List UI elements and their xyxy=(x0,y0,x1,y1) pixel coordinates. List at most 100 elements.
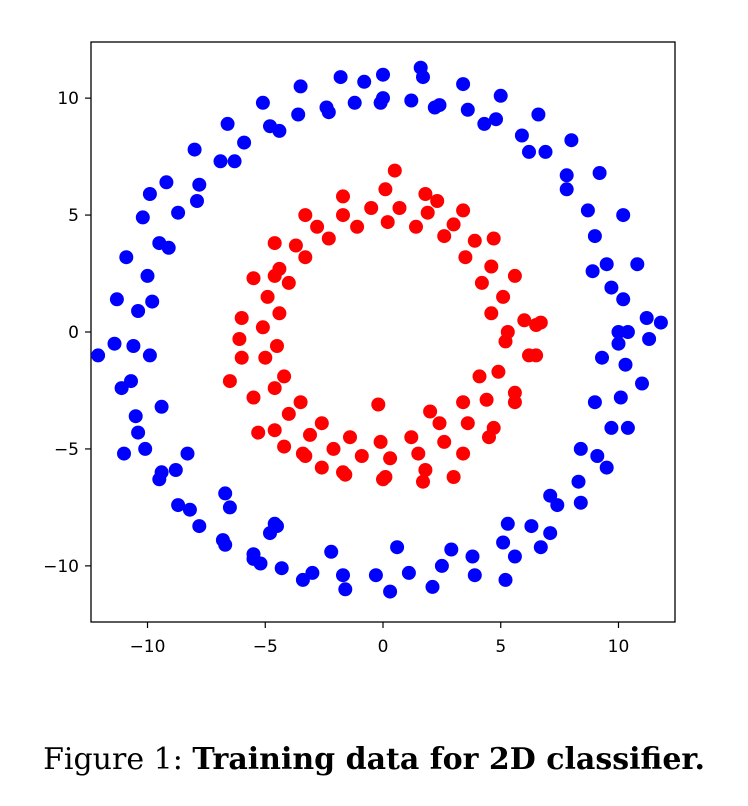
outer-ring-point xyxy=(368,568,383,583)
inner-ring-point xyxy=(498,334,513,349)
outer-ring-point xyxy=(573,495,588,510)
inner-ring-point xyxy=(373,434,388,449)
outer-ring-point xyxy=(507,549,522,564)
outer-ring-point xyxy=(126,339,141,353)
inner-ring-point xyxy=(533,315,548,330)
inner-ring-point xyxy=(336,189,350,204)
outer-ring-point xyxy=(533,540,548,555)
inner-ring-point xyxy=(486,231,501,246)
outer-ring-point xyxy=(401,565,416,580)
inner-ring-point xyxy=(272,306,287,321)
outer-ring-point xyxy=(192,519,207,534)
inner-ring-point xyxy=(456,203,471,218)
outer-ring-point xyxy=(571,474,586,489)
outer-ring-point xyxy=(171,205,186,220)
outer-ring-point xyxy=(604,280,619,295)
inner-ring-point xyxy=(298,250,313,265)
outer-ring-point xyxy=(142,348,157,363)
inner-ring-point xyxy=(416,474,430,489)
outer-ring-point xyxy=(213,154,228,169)
inner-ring-point xyxy=(467,233,482,248)
inner-ring-point xyxy=(371,397,386,412)
outer-ring-point xyxy=(498,572,513,587)
outer-ring-point xyxy=(218,486,233,501)
outer-ring-point xyxy=(109,292,124,307)
outer-ring-point xyxy=(192,177,207,192)
x-tick-label: 0 xyxy=(378,637,389,657)
outer-ring-point xyxy=(145,294,160,309)
inner-ring-point xyxy=(472,369,487,384)
inner-ring-point xyxy=(482,430,496,445)
outer-ring-point xyxy=(427,100,442,115)
outer-ring-point xyxy=(496,535,511,550)
outer-ring-point xyxy=(91,348,106,363)
outer-ring-point xyxy=(604,420,619,435)
outer-ring-point xyxy=(274,561,289,576)
outer-ring-point xyxy=(383,584,398,599)
x-tick-label: −5 xyxy=(253,637,278,657)
inner-ring-point xyxy=(338,467,353,482)
outer-ring-point xyxy=(336,568,350,583)
inner-ring-point xyxy=(343,430,357,445)
outer-ring-point xyxy=(543,488,558,503)
outer-ring-point xyxy=(587,229,602,244)
inner-ring-point xyxy=(298,208,313,223)
caption-title: Training data for 2D classifier. xyxy=(192,742,705,777)
outer-ring-point xyxy=(425,579,440,594)
outer-ring-point xyxy=(467,568,482,583)
outer-ring-point xyxy=(154,399,169,414)
inner-ring-point xyxy=(529,348,544,363)
inner-ring-point xyxy=(310,219,325,234)
plot-area-frame xyxy=(90,41,676,623)
inner-ring-point xyxy=(326,441,341,456)
outer-ring-point xyxy=(404,93,419,108)
inner-ring-point xyxy=(267,381,282,396)
outer-ring-point xyxy=(390,540,405,555)
inner-ring-point xyxy=(258,350,273,365)
outer-ring-point xyxy=(128,409,143,424)
outer-ring-point xyxy=(119,250,134,265)
outer-ring-point xyxy=(585,264,600,279)
inner-ring-point xyxy=(246,271,261,286)
outer-ring-point xyxy=(321,105,336,120)
outer-ring-point xyxy=(182,502,197,517)
inner-ring-point xyxy=(479,392,494,407)
inner-ring-point xyxy=(260,289,275,304)
outer-ring-point xyxy=(413,60,428,75)
y-tick-label: 0 xyxy=(68,323,79,343)
x-tick-label: 10 xyxy=(608,637,630,657)
outer-ring-point xyxy=(324,544,339,559)
outer-ring-point xyxy=(237,135,252,150)
outer-ring-point xyxy=(477,116,492,131)
inner-ring-point xyxy=(420,205,435,220)
inner-ring-point xyxy=(277,369,292,384)
y-tick-label: 5 xyxy=(68,206,79,226)
inner-ring-point xyxy=(255,320,270,335)
outer-ring-point xyxy=(131,304,146,318)
y-tick-label: 10 xyxy=(57,89,79,109)
outer-ring-point xyxy=(171,498,186,513)
outer-ring-point xyxy=(559,168,574,183)
outer-ring-point xyxy=(161,240,176,255)
outer-ring-point xyxy=(187,142,202,157)
outer-ring-point xyxy=(272,123,287,138)
inner-ring-point xyxy=(507,395,522,410)
outer-ring-point xyxy=(338,582,353,597)
outer-ring-point xyxy=(630,257,645,272)
outer-ring-point xyxy=(168,463,183,477)
inner-ring-point xyxy=(456,395,471,410)
outer-ring-point xyxy=(460,102,475,117)
caption-prefix: Figure 1: xyxy=(43,742,183,777)
x-tick-label: 5 xyxy=(495,637,506,657)
outer-ring-point xyxy=(613,390,628,405)
outer-ring-point xyxy=(190,194,204,208)
inner-ring-point xyxy=(484,259,499,274)
inner-ring-point xyxy=(354,449,369,463)
outer-ring-point xyxy=(131,425,146,440)
outer-ring-point xyxy=(595,350,609,365)
inner-ring-point xyxy=(251,425,266,440)
outer-ring-point xyxy=(140,268,155,283)
outer-ring-point xyxy=(587,395,602,410)
outer-ring-point xyxy=(599,257,614,272)
outer-ring-point xyxy=(620,325,635,339)
